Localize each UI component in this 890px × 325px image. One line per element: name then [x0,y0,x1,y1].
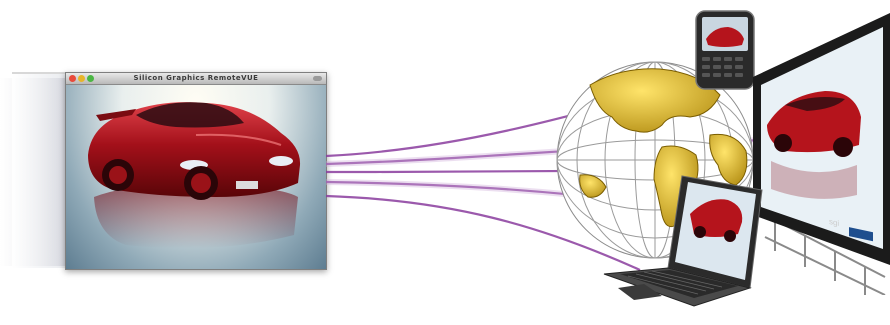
window-title: Silicon Graphics RemoteVUE [133,74,259,82]
toolbar-toggle-button[interactable] [313,76,322,81]
window-titlebar[interactable]: Silicon Graphics RemoteVUE [66,73,326,85]
car-image [88,102,301,249]
display-wall-icon: sgi [753,13,890,295]
minimize-button[interactable] [78,75,85,82]
remotevue-window[interactable]: Silicon Graphics RemoteVUE [65,72,327,270]
laptop-icon [603,175,763,307]
zoom-button[interactable] [87,75,94,82]
smartphone-icon [695,10,755,90]
render-viewport[interactable] [66,85,326,269]
window-ghost-frame [12,72,68,268]
close-button[interactable] [69,75,76,82]
display-wall-badge: sgi [829,217,839,228]
